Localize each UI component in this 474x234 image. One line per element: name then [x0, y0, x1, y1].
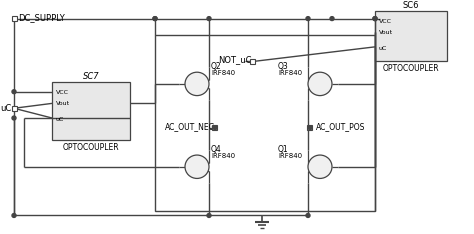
Text: NOT_uC: NOT_uC [218, 55, 252, 64]
Text: IRF840: IRF840 [211, 153, 235, 159]
Text: SC6: SC6 [403, 1, 419, 10]
Bar [308, 125, 312, 130]
Text: Q2: Q2 [211, 62, 222, 71]
Circle shape [12, 90, 16, 94]
Circle shape [185, 72, 209, 96]
Circle shape [373, 17, 377, 21]
Bar [155, 35, 375, 211]
Bar [11, 16, 17, 21]
Circle shape [207, 17, 211, 21]
Circle shape [153, 17, 157, 21]
Bar [375, 11, 447, 62]
Text: Vout: Vout [56, 102, 70, 106]
Text: VCC: VCC [56, 90, 69, 95]
Text: Vout: Vout [379, 30, 393, 35]
Text: OPTOCOUPLER: OPTOCOUPLER [383, 64, 439, 73]
Circle shape [373, 17, 377, 21]
Circle shape [308, 155, 332, 179]
Circle shape [207, 214, 211, 217]
Text: uC: uC [0, 104, 11, 113]
Text: AC_OUT_NEG: AC_OUT_NEG [165, 122, 216, 131]
Circle shape [308, 72, 332, 96]
Text: DC_SUPPLY: DC_SUPPLY [18, 13, 65, 22]
Text: Q1: Q1 [278, 145, 289, 154]
Bar [250, 59, 255, 64]
Circle shape [306, 17, 310, 21]
Circle shape [306, 214, 310, 217]
Text: uC: uC [56, 117, 64, 122]
Circle shape [153, 17, 157, 21]
Circle shape [185, 155, 209, 179]
Bar [212, 125, 218, 130]
Text: IRF840: IRF840 [278, 70, 302, 76]
Text: VCC: VCC [379, 18, 392, 24]
Text: IRF840: IRF840 [211, 70, 235, 76]
Circle shape [308, 126, 312, 130]
Text: Q4: Q4 [211, 145, 222, 154]
Text: SC7: SC7 [82, 72, 100, 81]
Circle shape [12, 214, 16, 217]
Circle shape [330, 17, 334, 21]
Text: IRF840: IRF840 [278, 153, 302, 159]
Text: OPTOCOUPLER: OPTOCOUPLER [63, 143, 119, 152]
Circle shape [213, 126, 217, 130]
Circle shape [12, 116, 16, 120]
Text: Q3: Q3 [278, 62, 289, 71]
Bar [11, 106, 17, 111]
Text: uC: uC [379, 46, 387, 51]
Bar [52, 82, 130, 140]
Text: AC_OUT_POS: AC_OUT_POS [316, 122, 365, 131]
